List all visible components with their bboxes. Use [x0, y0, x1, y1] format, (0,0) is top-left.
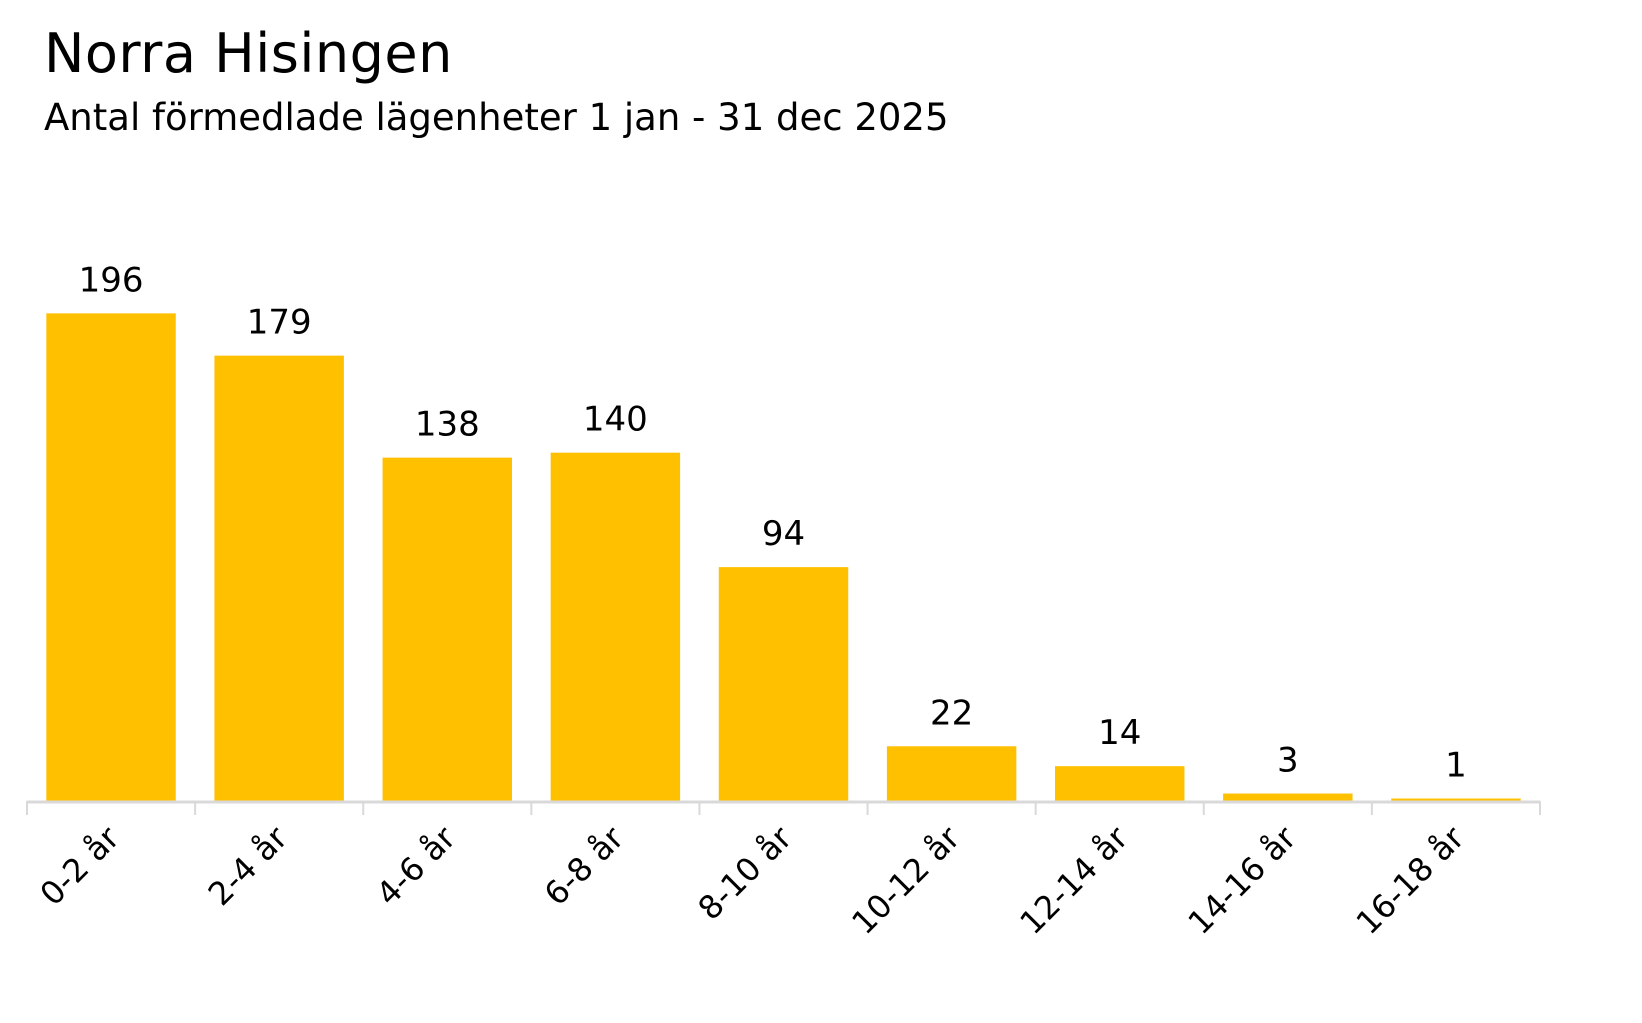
data-label: 94	[762, 514, 805, 554]
chart-title: Norra Hisingen	[44, 22, 453, 85]
bar	[886, 746, 1017, 801]
x-tick-label: 10-12 år	[844, 818, 968, 942]
data-label: 179	[247, 303, 312, 343]
bar	[1054, 766, 1185, 801]
data-label: 1	[1445, 746, 1467, 786]
data-label: 140	[583, 400, 648, 440]
data-label: 3	[1277, 741, 1299, 781]
bar	[214, 355, 344, 801]
x-tick-label: 8-10 år	[691, 818, 800, 927]
bar	[718, 567, 849, 801]
x-tick-label: 12-14 år	[1012, 818, 1136, 942]
data-label: 138	[415, 405, 480, 445]
chart-subtitle: Antal förmedlade lägenheter 1 jan - 31 d…	[44, 96, 949, 139]
bar	[382, 457, 513, 801]
x-tick-label: 4-6 år	[369, 818, 464, 913]
x-tick-label: 14-16 år	[1181, 818, 1305, 942]
data-label: 196	[79, 260, 144, 300]
x-tick-label: 16-18 år	[1349, 818, 1473, 942]
data-label: 14	[1098, 713, 1141, 753]
bar	[1391, 798, 1521, 801]
bar	[550, 452, 681, 801]
x-tick-label: 0-2 år	[33, 818, 128, 913]
bar	[1223, 793, 1353, 801]
x-tick-label: 2-4 år	[201, 818, 296, 913]
x-tick-label: 6-8 år	[537, 818, 632, 913]
bar	[46, 313, 176, 801]
data-label: 22	[930, 693, 973, 733]
